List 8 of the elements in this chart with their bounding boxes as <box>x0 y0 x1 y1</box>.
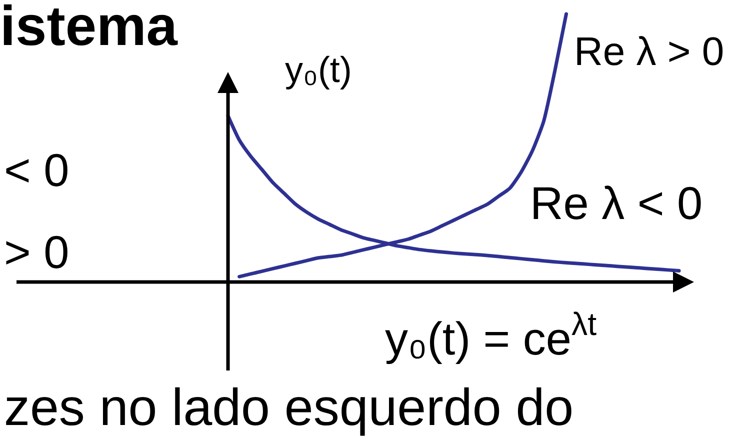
text: > 0 <box>4 226 70 278</box>
chart-title: istema <box>0 0 178 58</box>
series-label: Re λ < 0 <box>530 177 703 229</box>
text: zes no lado esquerdo do <box>4 379 574 437</box>
text: < 0 <box>4 144 70 196</box>
y-axis-title: y₀(t) <box>285 49 352 90</box>
text: y₀(t) = ce$^{λt}$ <box>385 306 597 364</box>
series-label: Re λ > 0 <box>574 30 724 74</box>
